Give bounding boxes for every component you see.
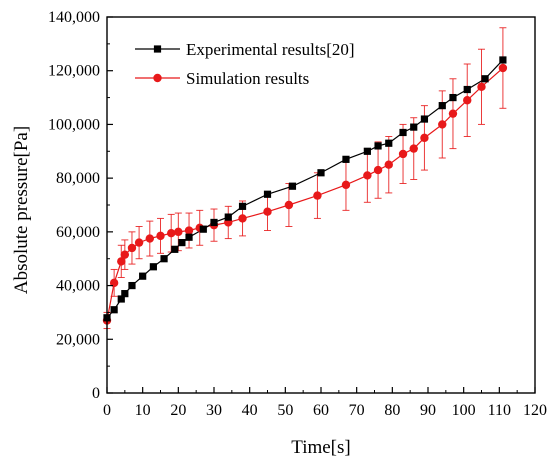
simulation-point xyxy=(438,120,447,129)
simulation-point xyxy=(117,257,126,266)
experimental-point xyxy=(178,239,186,247)
experimental-point xyxy=(224,213,232,221)
simulation-point xyxy=(156,231,165,241)
simulation-point xyxy=(134,238,144,247)
x-tick-label: 100 xyxy=(452,402,476,419)
simulation-point xyxy=(448,109,458,118)
y-tick-label: 60,000 xyxy=(56,224,100,241)
experimental-point xyxy=(288,182,297,190)
experimental-line xyxy=(106,59,504,319)
axes: 0 10 20 30 40 50 60 70 80 90 100 110 120 0 20,000 40,00… xyxy=(48,9,547,419)
experimental-point xyxy=(374,142,382,150)
experimental-point xyxy=(420,115,429,123)
simulation-point xyxy=(167,229,176,238)
legend-label-experimental: Experimental results[20] xyxy=(186,40,355,59)
x-axis-title: Time[s] xyxy=(291,437,350,458)
experimental-point xyxy=(185,233,193,241)
simulation-point xyxy=(145,234,154,243)
simulation-point xyxy=(384,160,393,169)
x-tick-label: 20 xyxy=(170,402,186,419)
x-tick-label: 80 xyxy=(384,402,400,419)
experimental-point xyxy=(149,263,157,271)
experimental-point xyxy=(481,75,489,83)
y-tick-label: 120,000 xyxy=(48,63,100,80)
y-tick-label: 0 xyxy=(92,385,100,402)
experimental-point xyxy=(342,155,350,163)
x-tick-label: 40 xyxy=(242,402,258,419)
experimental-point xyxy=(199,225,207,233)
simulation-point xyxy=(184,226,194,235)
x-tick-label: 30 xyxy=(206,402,222,419)
y-axis-title: Absolute pressure[Pa] xyxy=(11,126,32,294)
simulation-point xyxy=(127,243,137,253)
experimental-point xyxy=(238,202,247,210)
legend-marker-experimental xyxy=(153,45,162,53)
simulation-point xyxy=(120,250,130,259)
experimental-point xyxy=(385,139,393,147)
simulation-point xyxy=(341,180,351,190)
experimental-point xyxy=(499,56,507,64)
simulation-point xyxy=(174,227,183,237)
simulation-point xyxy=(398,149,408,159)
legend: Experimental results[20] Simulation resul… xyxy=(135,40,355,88)
simulation-point xyxy=(284,200,294,210)
simulation-point xyxy=(363,171,372,180)
simulation-point xyxy=(477,82,486,92)
experimental-point xyxy=(110,306,118,314)
simulation-point xyxy=(238,214,247,223)
simulation-point xyxy=(409,144,418,153)
experimental-point xyxy=(210,218,218,227)
legend-label-simulation: Simulation results xyxy=(186,69,309,88)
y-tick-label: 80,000 xyxy=(56,170,100,187)
experimental-point xyxy=(463,85,471,94)
plot-frame xyxy=(106,16,536,394)
x-tick-label: 90 xyxy=(420,402,436,419)
simulation-point xyxy=(420,133,429,143)
experimental-point xyxy=(399,128,407,137)
experimental-point xyxy=(449,93,457,102)
experimental-point xyxy=(139,272,147,280)
y-tick-label: 20,000 xyxy=(56,331,100,348)
y-tick-label: 140,000 xyxy=(48,9,100,26)
x-tick-label: 0 xyxy=(103,402,111,419)
x-tick-label: 50 xyxy=(277,402,293,419)
experimental-point xyxy=(128,281,136,290)
simulation-point xyxy=(463,96,472,105)
legend-marker-simulation xyxy=(153,73,162,83)
simulation-point xyxy=(313,191,322,200)
x-tick-label: 70 xyxy=(349,402,365,419)
x-tick-label: 120 xyxy=(523,402,547,419)
experimental-point xyxy=(438,102,446,110)
experimental-point xyxy=(363,147,371,155)
experimental-point xyxy=(410,123,418,131)
y-tick-label: 100,000 xyxy=(48,116,100,133)
x-tick-label: 110 xyxy=(488,402,511,419)
simulation-point xyxy=(498,63,508,73)
experimental-point xyxy=(160,255,168,263)
experimental-point xyxy=(263,190,272,198)
experimental-point xyxy=(121,290,129,298)
x-tick-label: 10 xyxy=(135,402,151,419)
simulation-point xyxy=(373,165,383,175)
experimental-point xyxy=(171,245,179,253)
x-tick-label: 60 xyxy=(313,402,329,419)
y-tick-label: 40,000 xyxy=(56,278,100,295)
experimental-point xyxy=(117,295,125,303)
experimental-point xyxy=(317,169,325,177)
simulation-point xyxy=(263,207,272,216)
